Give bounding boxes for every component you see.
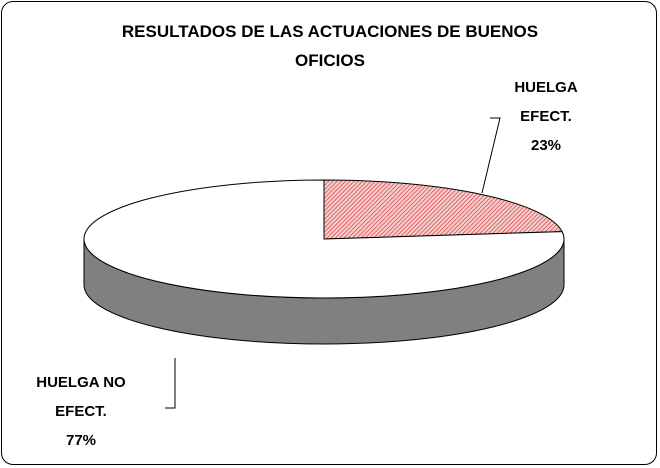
value-label: 23%	[530, 137, 562, 154]
leader-line	[165, 358, 176, 409]
category-label: HUELGA NO EFECT.	[36, 374, 126, 420]
slice	[323, 179, 563, 240]
value-label: 77%	[65, 432, 97, 449]
slice-label: HUELGA EFECT. 23%	[500, 73, 592, 160]
slice-label: HUELGA NO EFECT. 77%	[25, 368, 137, 455]
chart-title: RESULTADOS DE LAS ACTUACIONES DE BUENOS …	[121, 22, 539, 70]
slice	[83, 179, 565, 299]
leader-line	[481, 117, 501, 194]
category-label: HUELGA EFECT.	[514, 79, 578, 125]
